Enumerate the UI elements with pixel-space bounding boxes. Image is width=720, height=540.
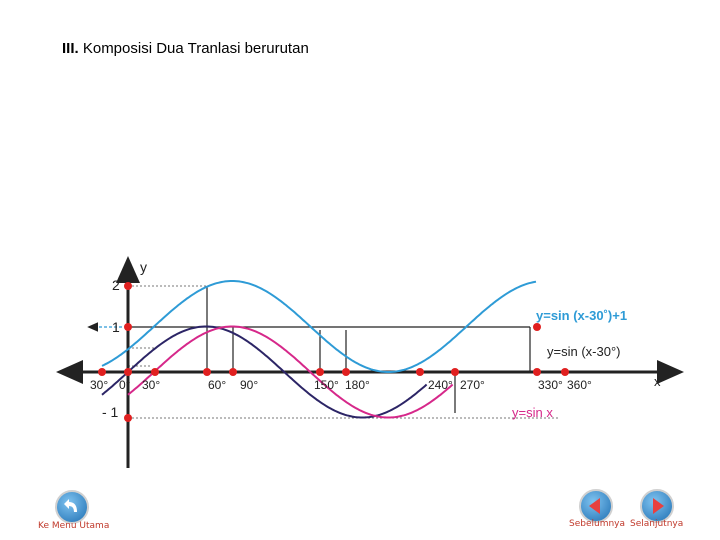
x-tick-neg30: 30° <box>90 378 108 392</box>
point-x-360 <box>561 368 569 376</box>
prev-button[interactable] <box>579 489 613 523</box>
prev-label[interactable]: Sebelumnya <box>569 519 626 529</box>
point-curve-end <box>533 323 541 331</box>
guide-lines <box>128 285 560 419</box>
curve-sin-x <box>101 325 428 419</box>
x-tick-270: 270° <box>460 378 485 392</box>
point-y2 <box>124 282 132 290</box>
point-y-minus1 <box>124 414 132 422</box>
label-sin-x-minus-30: y=sin (x-30°) <box>547 344 620 359</box>
label-sin-x-minus-30-plus-1: y=sin (x-30˚)+1 <box>536 308 627 323</box>
arrow-left-icon <box>589 498 600 514</box>
x-tick-90: 90° <box>240 378 258 392</box>
reference-lines <box>128 286 531 413</box>
label-sin-x: y=sin x <box>512 405 553 420</box>
x-tick-240: 240° <box>428 378 453 392</box>
x-tick-330: 330° <box>538 378 563 392</box>
y-tick-minus1: - 1 <box>102 404 119 420</box>
point-x-30 <box>151 368 159 376</box>
x-tick-360: 360° <box>567 378 592 392</box>
point-markers <box>98 282 569 422</box>
x-axis-label: x <box>654 374 661 389</box>
next-button[interactable] <box>640 489 674 523</box>
x-tick-180: 180° <box>345 378 370 392</box>
y-axis-label: y <box>140 259 147 275</box>
point-x-180 <box>342 368 350 376</box>
point-x-240 <box>416 368 424 376</box>
point-y1 <box>124 323 132 331</box>
point-x-60 <box>203 368 211 376</box>
home-button[interactable] <box>55 490 89 524</box>
arrow-right-icon <box>653 498 664 514</box>
section-number: III. <box>62 40 79 57</box>
return-icon <box>64 499 77 512</box>
point-x-0 <box>124 368 132 376</box>
y-tick-1: 1 <box>112 319 120 335</box>
x-tick-150: 150° <box>314 378 339 392</box>
point-x-270 <box>451 368 459 376</box>
next-label[interactable]: Selanjutnya <box>630 519 684 529</box>
x-tick-0: 0° <box>119 378 131 392</box>
section-title: Komposisi Dua Tranlasi berurutan <box>82 40 309 57</box>
x-tick-30: 30° <box>142 378 160 392</box>
home-label[interactable]: Ke Menu Utama <box>38 521 110 531</box>
curve-sin-x-minus-30 <box>127 325 454 419</box>
point-x-neg30 <box>98 368 106 376</box>
point-x-90 <box>229 368 237 376</box>
slide-title: III. Komposisi Dua Tranlasi berurutan <box>62 40 309 57</box>
point-x-330 <box>533 368 541 376</box>
curve-sin-x-minus-30-plus-1 <box>101 280 537 373</box>
y-tick-2: 2 <box>112 277 120 293</box>
x-tick-60: 60° <box>208 378 226 392</box>
point-x-150 <box>316 368 324 376</box>
